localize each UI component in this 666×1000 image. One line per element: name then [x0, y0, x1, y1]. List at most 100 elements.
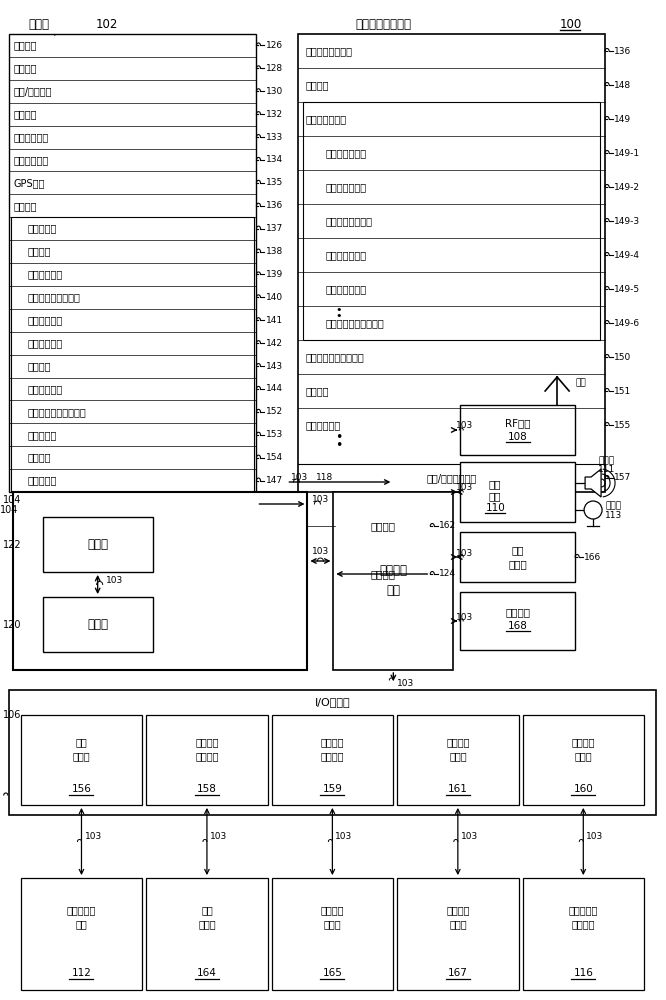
Text: 126: 126: [266, 41, 282, 50]
Bar: [460, 592, 575, 650]
Text: 104: 104: [3, 495, 21, 505]
Text: 相机模块: 相机模块: [28, 361, 51, 371]
Text: 视频和音乐播放器模块: 视频和音乐播放器模块: [28, 407, 87, 417]
Text: 122: 122: [3, 540, 21, 550]
Text: 151: 151: [614, 386, 631, 395]
Bar: [460, 462, 575, 522]
Text: 图像管理模块: 图像管理模块: [28, 384, 63, 394]
Text: 140: 140: [266, 293, 282, 302]
Text: 157: 157: [614, 474, 631, 483]
Text: 用户创建的桌面小程序: 用户创建的桌面小程序: [326, 318, 384, 328]
Text: 加速度计: 加速度计: [505, 607, 530, 617]
Text: 103: 103: [312, 495, 330, 504]
Text: 144: 144: [266, 384, 282, 393]
Bar: [9, 690, 656, 815]
Text: 103: 103: [210, 832, 227, 841]
Text: 162: 162: [440, 522, 456, 530]
Bar: [460, 405, 575, 455]
Text: 操作系统: 操作系统: [14, 40, 37, 50]
Text: 164: 164: [197, 968, 217, 978]
Text: 视频会议模块: 视频会议模块: [28, 269, 63, 279]
Bar: [147, 878, 268, 990]
Text: 152: 152: [266, 407, 282, 416]
Text: 111: 111: [598, 464, 615, 474]
Text: 控制器: 控制器: [449, 751, 467, 761]
Text: 103: 103: [312, 547, 329, 556]
Text: 155: 155: [614, 420, 631, 430]
Bar: [272, 715, 393, 805]
Text: 103: 103: [456, 422, 474, 430]
Text: 在线视频模块: 在线视频模块: [306, 420, 341, 430]
Bar: [147, 715, 268, 805]
Text: 134: 134: [266, 155, 282, 164]
Text: 139: 139: [266, 270, 282, 279]
Text: 153: 153: [266, 430, 282, 439]
Text: 显示: 显示: [76, 737, 87, 747]
Text: 150: 150: [614, 353, 631, 361]
Text: 167: 167: [448, 968, 468, 978]
Text: 124: 124: [440, 570, 456, 578]
Text: 142: 142: [266, 339, 282, 348]
Text: 148: 148: [614, 81, 631, 90]
Text: 控制器: 控制器: [73, 751, 91, 761]
Bar: [397, 715, 519, 805]
Text: 触觉反馈: 触觉反馈: [446, 737, 470, 747]
Text: 光学: 光学: [201, 905, 213, 915]
Text: 接触强度: 接触强度: [320, 905, 344, 915]
Text: 133: 133: [266, 133, 282, 142]
Text: 桌面小程序创建器模块: 桌面小程序创建器模块: [306, 352, 364, 362]
Bar: [21, 878, 143, 990]
Text: 159: 159: [322, 784, 342, 794]
Text: 165: 165: [322, 968, 342, 978]
Text: 扬声器: 扬声器: [598, 456, 614, 466]
Text: 处理器: 处理器: [87, 618, 108, 631]
Text: 发生器: 发生器: [449, 919, 467, 929]
Text: 103: 103: [456, 548, 474, 558]
Bar: [523, 878, 644, 990]
Bar: [43, 517, 153, 572]
Text: 接口: 接口: [386, 584, 400, 597]
Text: 传感器: 传感器: [508, 559, 527, 569]
Text: 电路: 电路: [489, 491, 501, 501]
Text: •: •: [335, 432, 342, 444]
Text: 168: 168: [507, 621, 527, 631]
Text: 156: 156: [71, 784, 91, 794]
Text: 103: 103: [336, 832, 352, 841]
Text: 160: 160: [573, 784, 593, 794]
Text: 130: 130: [266, 87, 282, 96]
Text: 103: 103: [586, 832, 603, 841]
Text: 器控制器: 器控制器: [195, 751, 218, 761]
Text: 器控制器: 器控制器: [320, 751, 344, 761]
Bar: [13, 492, 308, 670]
Text: 设备/全局内部状态: 设备/全局内部状态: [427, 473, 477, 483]
Text: 149-5: 149-5: [614, 284, 640, 294]
Text: 103: 103: [456, 612, 474, 621]
Text: 电力系统: 电力系统: [370, 521, 396, 531]
Text: 108: 108: [507, 432, 527, 442]
Text: 控制设备: 控制设备: [571, 919, 595, 929]
Text: 电话模块: 电话模块: [28, 247, 51, 257]
Text: 112: 112: [71, 968, 91, 978]
Text: GPS模块: GPS模块: [14, 178, 45, 188]
Text: 158: 158: [197, 784, 217, 794]
Text: 联系人模块: 联系人模块: [28, 224, 57, 234]
Text: 接近: 接近: [511, 545, 524, 555]
Text: 103: 103: [106, 576, 123, 585]
Bar: [304, 102, 600, 340]
Text: 116: 116: [573, 968, 593, 978]
Text: 147: 147: [266, 476, 282, 485]
Text: 词典桌面小程序: 词典桌面小程序: [326, 284, 366, 294]
Text: 健身支持模块: 健身支持模块: [28, 338, 63, 348]
Text: 存储器: 存储器: [29, 18, 50, 31]
Text: 103: 103: [292, 474, 308, 483]
Bar: [21, 715, 143, 805]
Bar: [298, 34, 605, 492]
Text: 136: 136: [614, 46, 631, 55]
Bar: [336, 507, 430, 545]
Text: 应用程序: 应用程序: [14, 201, 37, 211]
Text: 麦克风: 麦克风: [605, 502, 621, 510]
Text: 控制器: 控制器: [575, 751, 592, 761]
Circle shape: [584, 501, 602, 519]
Text: 103: 103: [456, 484, 474, 492]
Text: 应用程序（续前）: 应用程序（续前）: [306, 46, 352, 56]
